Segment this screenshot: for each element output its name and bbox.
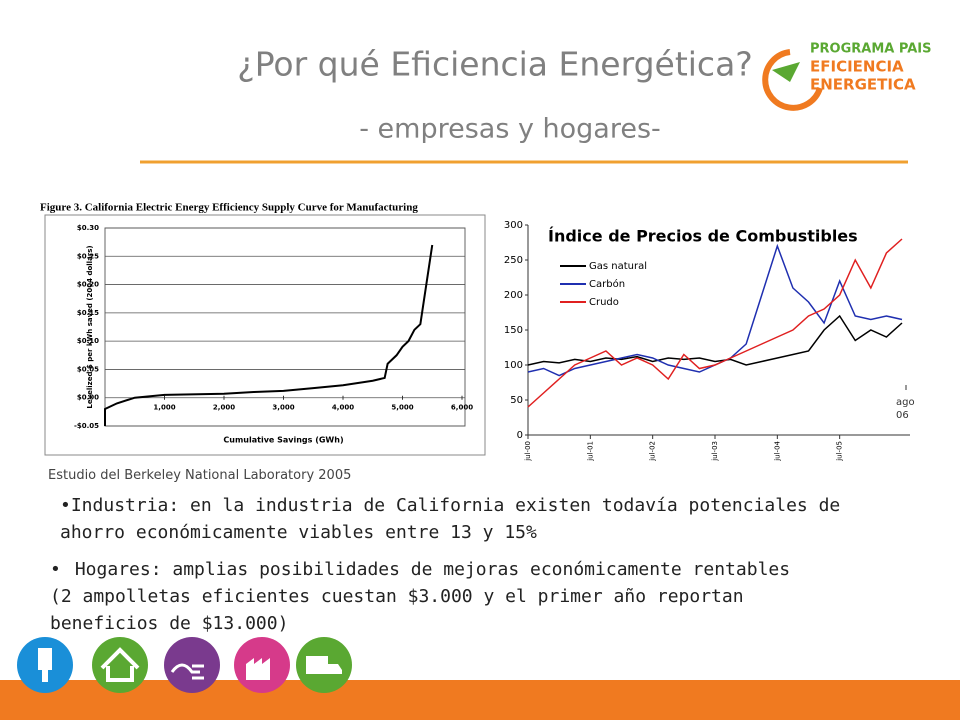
- subtitle: - empresas y hogares-: [359, 114, 661, 145]
- y-tick-label: $0.00: [77, 394, 99, 402]
- y-tick-label: -$0.05: [74, 422, 99, 430]
- bullet-line: (2 ampolletas eficientes cuestan $3.000 …: [50, 586, 744, 607]
- icon: [92, 637, 148, 693]
- x-tick-label: jul-02: [649, 441, 657, 462]
- y-tick-label: 50: [510, 395, 523, 406]
- y-tick-label: 250: [504, 255, 523, 266]
- caption-text: Estudio del Berkeley National Laboratory…: [48, 468, 352, 483]
- y-tick-label: $0.05: [77, 365, 99, 373]
- bullet-line: • Hogares: amplias posibilidades de mejor…: [50, 559, 791, 580]
- y-tick-label: $0.20: [77, 281, 99, 289]
- y-tick-label: $0.30: [77, 224, 99, 232]
- chart-title: Índice de Precios de Combustibles: [548, 227, 858, 246]
- x-tick-label: 4,000: [332, 404, 354, 412]
- x-tick-label: jul-01: [586, 441, 594, 462]
- x-tick-label: jul-00: [524, 441, 532, 462]
- y-tick-label: $0.15: [77, 309, 99, 317]
- icon-factory: [246, 658, 270, 680]
- logo-line: PROGRAMA PAIS: [810, 42, 931, 57]
- y-tick-label: $0.10: [77, 337, 99, 345]
- x-tick-label: 5,000: [391, 404, 413, 412]
- legend-label: Crudo: [589, 297, 619, 308]
- legend-label: Carbón: [589, 278, 625, 290]
- y-tick-label: 0: [517, 430, 523, 441]
- chart-title: Figure 3. California Electric Energy Eff…: [40, 202, 418, 214]
- figure-frame: [44, 214, 486, 456]
- supply-curve: [104, 244, 434, 426]
- y-tick-label: 100: [504, 360, 523, 371]
- annotation: ago 06: [896, 397, 915, 421]
- y-tick-label: $0.25: [77, 252, 99, 260]
- x-tick-label: jul-03: [711, 441, 719, 462]
- series-line: [527, 314, 903, 366]
- logo-line: EFICIENCIA: [810, 58, 904, 76]
- y-tick-label: 200: [504, 290, 523, 301]
- x-tick-label: jul-05: [836, 441, 844, 462]
- icon-bulb: [38, 648, 52, 682]
- x-tick-label: 2,000: [213, 404, 235, 412]
- icon-house: [100, 647, 140, 682]
- y-tick-label: 300: [504, 220, 523, 231]
- title: ¿Por qué Eficiencia Energética?: [237, 45, 753, 84]
- x-tick-label: 1,000: [153, 404, 175, 412]
- icon-truck: [306, 656, 342, 674]
- legend-label: Gas natural: [589, 261, 647, 272]
- logo-arc: [762, 49, 823, 111]
- bullet-line: ahorro económicamente viables entre 13 y…: [60, 522, 537, 543]
- series-line: [527, 238, 903, 408]
- y-axis-label: Levelized $ per kWh saved (2004 dollars): [86, 245, 94, 408]
- logo-leaf: [772, 62, 800, 82]
- x-tick-label: 3,000: [272, 404, 294, 412]
- footer-band: [0, 680, 960, 720]
- bullet-line: •Industria: en la industria de Californi…: [60, 495, 841, 516]
- x-tick-label: 6,000: [451, 404, 473, 412]
- logo-line: ENERGETICA: [810, 76, 916, 94]
- bullet-line: beneficios de $13.000): [50, 613, 289, 634]
- icon-plug: [170, 663, 204, 680]
- x-axis-label: Cumulative Savings (GWh): [223, 436, 343, 445]
- x-tick-label: jul-04: [773, 440, 781, 461]
- y-tick-label: 150: [504, 325, 523, 336]
